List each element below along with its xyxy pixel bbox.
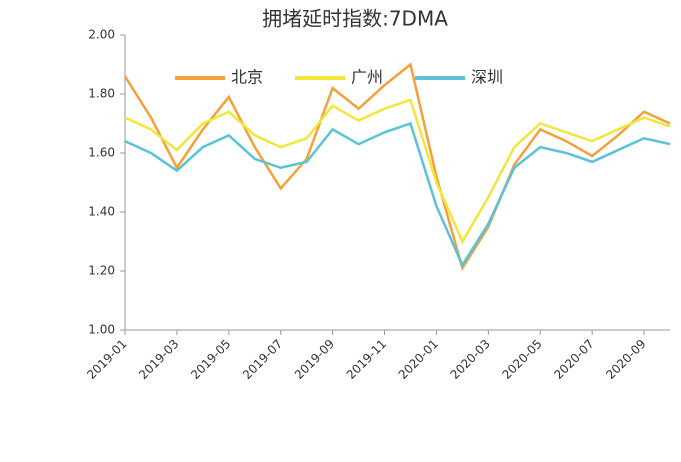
series-line [124, 98, 671, 245]
x-tick-label: 2019-11 [344, 337, 389, 382]
y-tick-label: 1.40 [88, 205, 115, 219]
y-tick-label: 1.20 [88, 264, 115, 278]
x-tick-label: 2020-03 [448, 337, 493, 382]
y-tick-label: 1.80 [88, 87, 115, 101]
series-line [124, 121, 671, 268]
x-tick-label: 2020-05 [499, 337, 544, 382]
x-tick-label: 2020-07 [551, 337, 596, 382]
series-line [123, 62, 671, 272]
x-tick-label: 2019-01 [84, 337, 129, 382]
x-tick-label: 2020-01 [396, 337, 441, 382]
x-tick-label: 2020-09 [603, 337, 648, 382]
legend-label: 北京 [231, 68, 263, 87]
x-tick-label: 2019-05 [188, 337, 233, 382]
x-tick-label: 2019-09 [292, 337, 337, 382]
y-tick-label: 1.60 [88, 146, 115, 160]
chart-title: 拥堵延时指数:7DMA [262, 7, 448, 31]
legend-label: 广州 [351, 68, 383, 87]
x-tick-label: 2019-03 [136, 337, 181, 382]
y-tick-label: 2.00 [88, 28, 115, 42]
y-tick-label: 1.00 [88, 323, 115, 337]
x-tick-label: 2019-07 [240, 337, 285, 382]
legend-label: 深圳 [471, 68, 503, 87]
